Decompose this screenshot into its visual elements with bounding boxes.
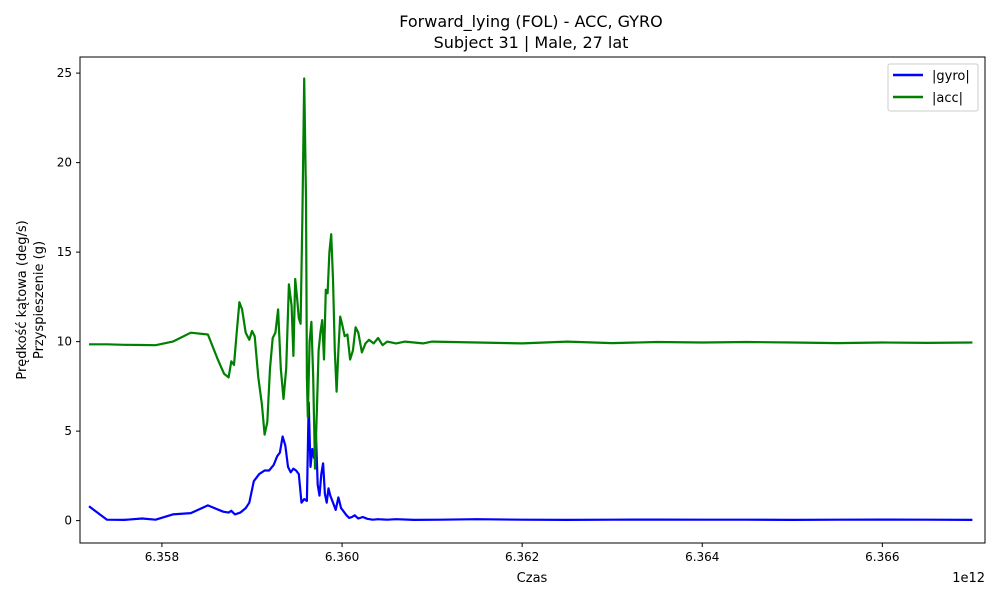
y-tick-label: 10 — [57, 335, 72, 349]
chart-title: Forward_lying (FOL) - ACC, GYRO — [399, 12, 663, 32]
y-axis: 0 5 10 15 20 25 — [57, 66, 80, 528]
x-tick-label: 6.366 — [865, 550, 899, 564]
chart-subtitle: Subject 31 | Male, 27 lat — [434, 33, 629, 52]
y-axis-label-line-2: Przyspieszenie (g) — [32, 241, 47, 359]
x-tick-label: 6.364 — [685, 550, 719, 564]
series-line-gyro — [88, 401, 973, 522]
series-line-acc — [89, 77, 973, 470]
x-tick-label: 6.360 — [325, 550, 359, 564]
plot-frame — [79, 56, 986, 544]
x-axis: 6.358 6.360 6.362 6.364 6.366 — [145, 543, 900, 564]
y-tick-label: 15 — [57, 245, 72, 259]
x-tick-label: 6.362 — [505, 550, 539, 564]
y-tick-label: 25 — [57, 66, 72, 80]
x-axis-label: Czas — [517, 571, 548, 586]
y-tick-label: 20 — [57, 156, 72, 170]
y-tick-label: 5 — [64, 424, 72, 438]
series-layer — [88, 77, 973, 522]
legend: |gyro| |acc| — [887, 63, 979, 112]
x-offset-label: 1e12 — [952, 571, 985, 586]
x-tick-label: 6.358 — [145, 550, 179, 564]
y-axis-label-line-1: Prędkość kątowa (deg/s) — [15, 220, 30, 379]
legend-label-gyro: |gyro| — [932, 69, 970, 84]
y-tick-label: 0 — [64, 514, 72, 528]
legend-label-acc: |acc| — [932, 91, 963, 106]
